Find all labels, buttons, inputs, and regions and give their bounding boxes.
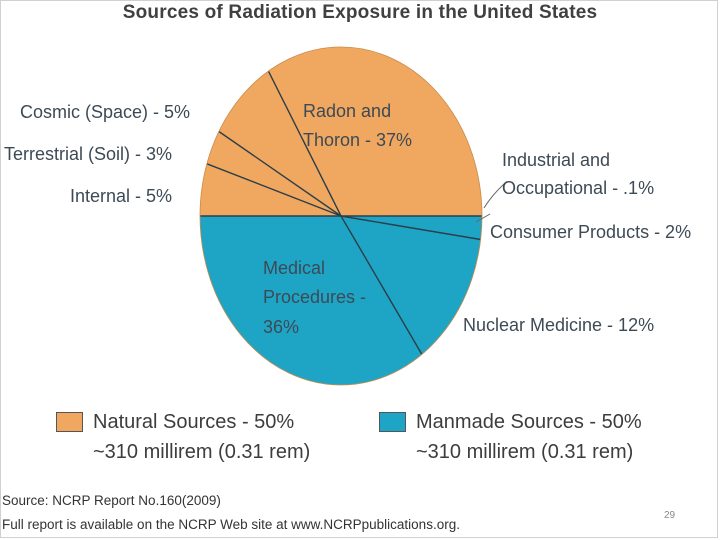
divider-radon-cosmic — [267, 70, 342, 217]
pie-half-manmade — [200, 216, 482, 385]
label-medical-1: Medical — [263, 258, 326, 278]
label-industrial-1: Industrial and — [502, 150, 611, 170]
label-medical-2: Procedures - — [263, 287, 367, 307]
legend-swatch-natural — [56, 412, 83, 432]
label-industrial-2: Occupational - .1% — [502, 178, 655, 198]
label-cosmic: Cosmic (Space) - 5% — [20, 102, 191, 122]
label-radon-1: Radon and — [303, 101, 392, 121]
legend-manmade-line2: ~310 millirem (0.31 rem) — [416, 441, 634, 463]
legend-natural-line2: ~310 millirem (0.31 rem) — [93, 441, 311, 463]
label-radon-2: Thoron - 37% — [303, 130, 413, 150]
source-citation: Source: NCRP Report No.160(2009) — [2, 493, 221, 508]
legend-manmade-line1: Manmade Sources - 50% — [416, 411, 642, 433]
label-nuclear: Nuclear Medicine - 12% — [463, 315, 655, 335]
label-consumer: Consumer Products - 2% — [490, 222, 692, 242]
divider-cosmic-terrestrial — [218, 130, 342, 217]
divider-consumer-nuclear — [340, 215, 481, 241]
chart-title: Sources of Radiation Exposure in the Uni… — [122, 2, 598, 23]
divider-nuclear-medical — [340, 215, 423, 355]
legend-natural-line1: Natural Sources - 50% — [93, 411, 295, 433]
leader-consumer — [475, 213, 491, 223]
pie-half-natural — [200, 47, 482, 216]
divider-terrestrial-internal — [206, 163, 342, 217]
source-website: Full report is available on the NCRP Web… — [2, 517, 460, 532]
label-medical-3: 36% — [263, 317, 300, 337]
leader-industrial — [483, 182, 506, 209]
legend-swatch-manmade — [379, 412, 406, 432]
label-internal: Internal - 5% — [70, 186, 173, 206]
label-terrestrial: Terrestrial (Soil) - 3% — [4, 144, 173, 164]
pie-outline — [199, 46, 483, 386]
page-number: 29 — [664, 510, 676, 521]
